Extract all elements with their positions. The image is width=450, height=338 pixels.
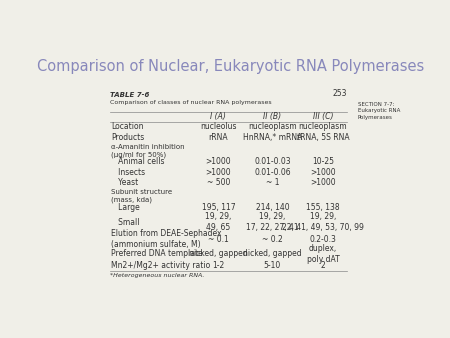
Text: rRNA: rRNA [209, 132, 228, 142]
Text: tRNA, 5S RNA: tRNA, 5S RNA [297, 132, 349, 142]
Text: 253: 253 [333, 89, 347, 98]
Text: Comparison of classes of nuclear RNA polymerases: Comparison of classes of nuclear RNA pol… [110, 100, 272, 105]
Text: Mn2+/Mg2+ activity ratio: Mn2+/Mg2+ activity ratio [111, 262, 211, 270]
Text: HnRNA,* mRNA: HnRNA,* mRNA [243, 132, 302, 142]
Text: >1000: >1000 [310, 168, 336, 177]
Text: nicked, gapped: nicked, gapped [189, 249, 248, 258]
Text: nucleoplasm: nucleoplasm [299, 122, 347, 131]
Text: 0.2-0.3: 0.2-0.3 [310, 235, 337, 244]
Text: Location: Location [111, 122, 144, 131]
Text: Insects: Insects [111, 168, 145, 177]
Text: 2: 2 [321, 262, 325, 270]
Text: 214, 140: 214, 140 [256, 203, 289, 212]
Text: 19, 29,
22, 41, 49, 53, 70, 99: 19, 29, 22, 41, 49, 53, 70, 99 [282, 212, 364, 233]
Text: Small: Small [111, 218, 140, 227]
Text: Comparison of Nuclear, Eukaryotic RNA Polymerases: Comparison of Nuclear, Eukaryotic RNA Po… [37, 59, 424, 74]
Text: 195, 117: 195, 117 [202, 203, 235, 212]
Text: 1-2: 1-2 [212, 262, 225, 270]
Text: ~ 0.1: ~ 0.1 [208, 235, 229, 244]
Text: duplex,
poly dAT: duplex, poly dAT [306, 244, 339, 264]
Text: Yeast: Yeast [111, 178, 139, 187]
Text: Subunit structure
(mass, kda): Subunit structure (mass, kda) [111, 189, 172, 203]
Text: SECTION 7-7:
Eukaryotic RNA
Polymerases: SECTION 7-7: Eukaryotic RNA Polymerases [358, 102, 400, 120]
Text: nicked, gapped: nicked, gapped [243, 249, 302, 258]
Text: >1000: >1000 [310, 178, 336, 187]
Text: >1000: >1000 [206, 168, 231, 177]
Text: III (C): III (C) [313, 112, 333, 121]
Text: 0.01-0.03: 0.01-0.03 [254, 158, 291, 166]
Text: 19, 29,
49, 65: 19, 29, 49, 65 [205, 212, 232, 233]
Text: II (B): II (B) [263, 112, 282, 121]
Text: 5-10: 5-10 [264, 262, 281, 270]
Text: Large: Large [111, 203, 140, 212]
Text: 19, 29,
17, 22, 27, 41: 19, 29, 17, 22, 27, 41 [246, 212, 299, 233]
Text: nucleoplasm: nucleoplasm [248, 122, 297, 131]
Text: ~ 500: ~ 500 [207, 178, 230, 187]
Text: *Heterogeneous nuclear RNA.: *Heterogeneous nuclear RNA. [110, 273, 205, 278]
Text: TABLE 7-6: TABLE 7-6 [110, 92, 150, 98]
Text: ~ 1: ~ 1 [266, 178, 279, 187]
Text: Animal cells: Animal cells [111, 158, 165, 166]
Text: ~ 0.2: ~ 0.2 [262, 235, 283, 244]
Text: 155, 138: 155, 138 [306, 203, 340, 212]
Text: Preferred DNA template: Preferred DNA template [111, 249, 203, 258]
Text: 0.01-0.06: 0.01-0.06 [254, 168, 291, 177]
Text: nucleolus: nucleolus [200, 122, 237, 131]
Text: Products: Products [111, 132, 144, 142]
Text: 10-25: 10-25 [312, 158, 334, 166]
Text: Elution from DEAE-Sephadex
(ammonium sulfate, M): Elution from DEAE-Sephadex (ammonium sul… [111, 229, 222, 249]
Text: >1000: >1000 [206, 158, 231, 166]
Text: I (A): I (A) [211, 112, 226, 121]
Text: α-Amanitin inhibition
(μg/ml for 50%): α-Amanitin inhibition (μg/ml for 50%) [111, 144, 185, 158]
